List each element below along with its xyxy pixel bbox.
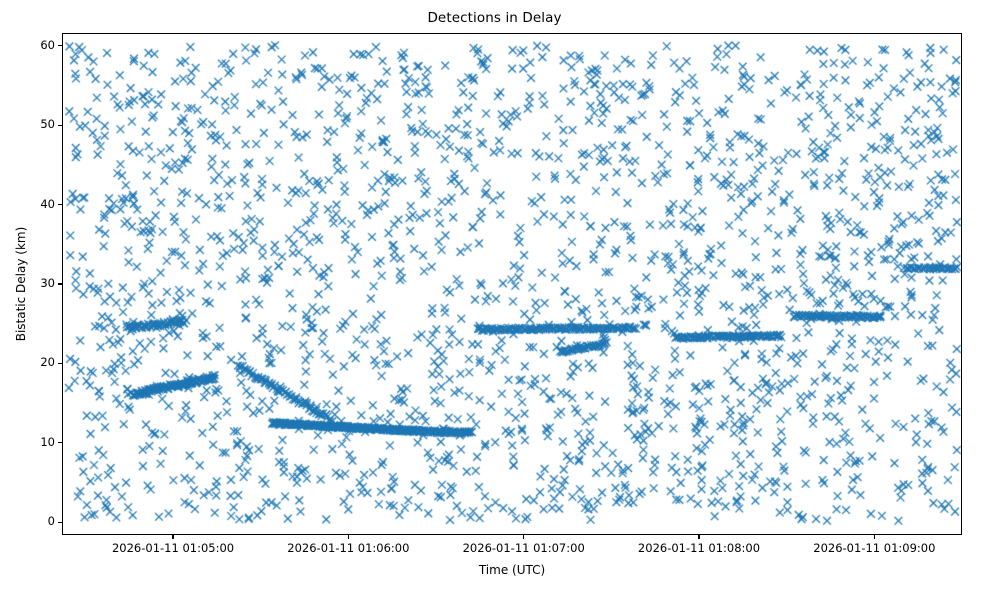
y-tick-mark — [58, 362, 62, 364]
x-tick-label: 2026-01-11 01:06:00 — [287, 541, 410, 555]
y-tick-mark — [58, 283, 62, 285]
y-tick-label: 10 — [40, 434, 55, 449]
y-tick-label: 50 — [40, 117, 55, 132]
y-tick-label: 30 — [40, 276, 55, 290]
x-tick-label: 2026-01-11 01:08:00 — [637, 541, 761, 555]
y-tick-mark — [58, 442, 62, 444]
y-tick-label: 20 — [40, 355, 55, 370]
y-tick-label: 40 — [40, 196, 55, 211]
x-tick-mark — [698, 535, 700, 539]
scatter-plot-axes — [62, 33, 962, 535]
x-axis-label: Time (UTC) — [478, 563, 546, 577]
y-axis: 0 10 20 30 40 50 60 — [0, 33, 62, 535]
x-tick-mark — [873, 535, 875, 539]
y-tick-label: 60 — [40, 37, 55, 52]
y-tick-mark — [58, 203, 62, 206]
x-tick-mark — [347, 535, 349, 539]
x-tick-label: 2026-01-11 01:07:00 — [462, 541, 585, 555]
x-tick-mark — [172, 535, 174, 539]
x-tick-label: 2026-01-11 01:09:00 — [813, 541, 936, 555]
y-tick-mark — [58, 124, 62, 126]
scatter-points-layer — [63, 34, 961, 534]
page-title: Detections in Delay — [427, 10, 562, 26]
x-axis: 2026-01-11 01:05:00 2026-01-11 01:06:00 20… — [62, 535, 962, 565]
y-tick-mark — [58, 45, 62, 47]
x-tick-label: 2026-01-11 01:05:00 — [111, 541, 235, 555]
y-tick-mark — [58, 521, 62, 523]
y-tick-label: 0 — [47, 514, 55, 529]
y-axis-label: Bistatic Delay (km) — [14, 226, 28, 342]
x-tick-mark — [523, 535, 525, 539]
